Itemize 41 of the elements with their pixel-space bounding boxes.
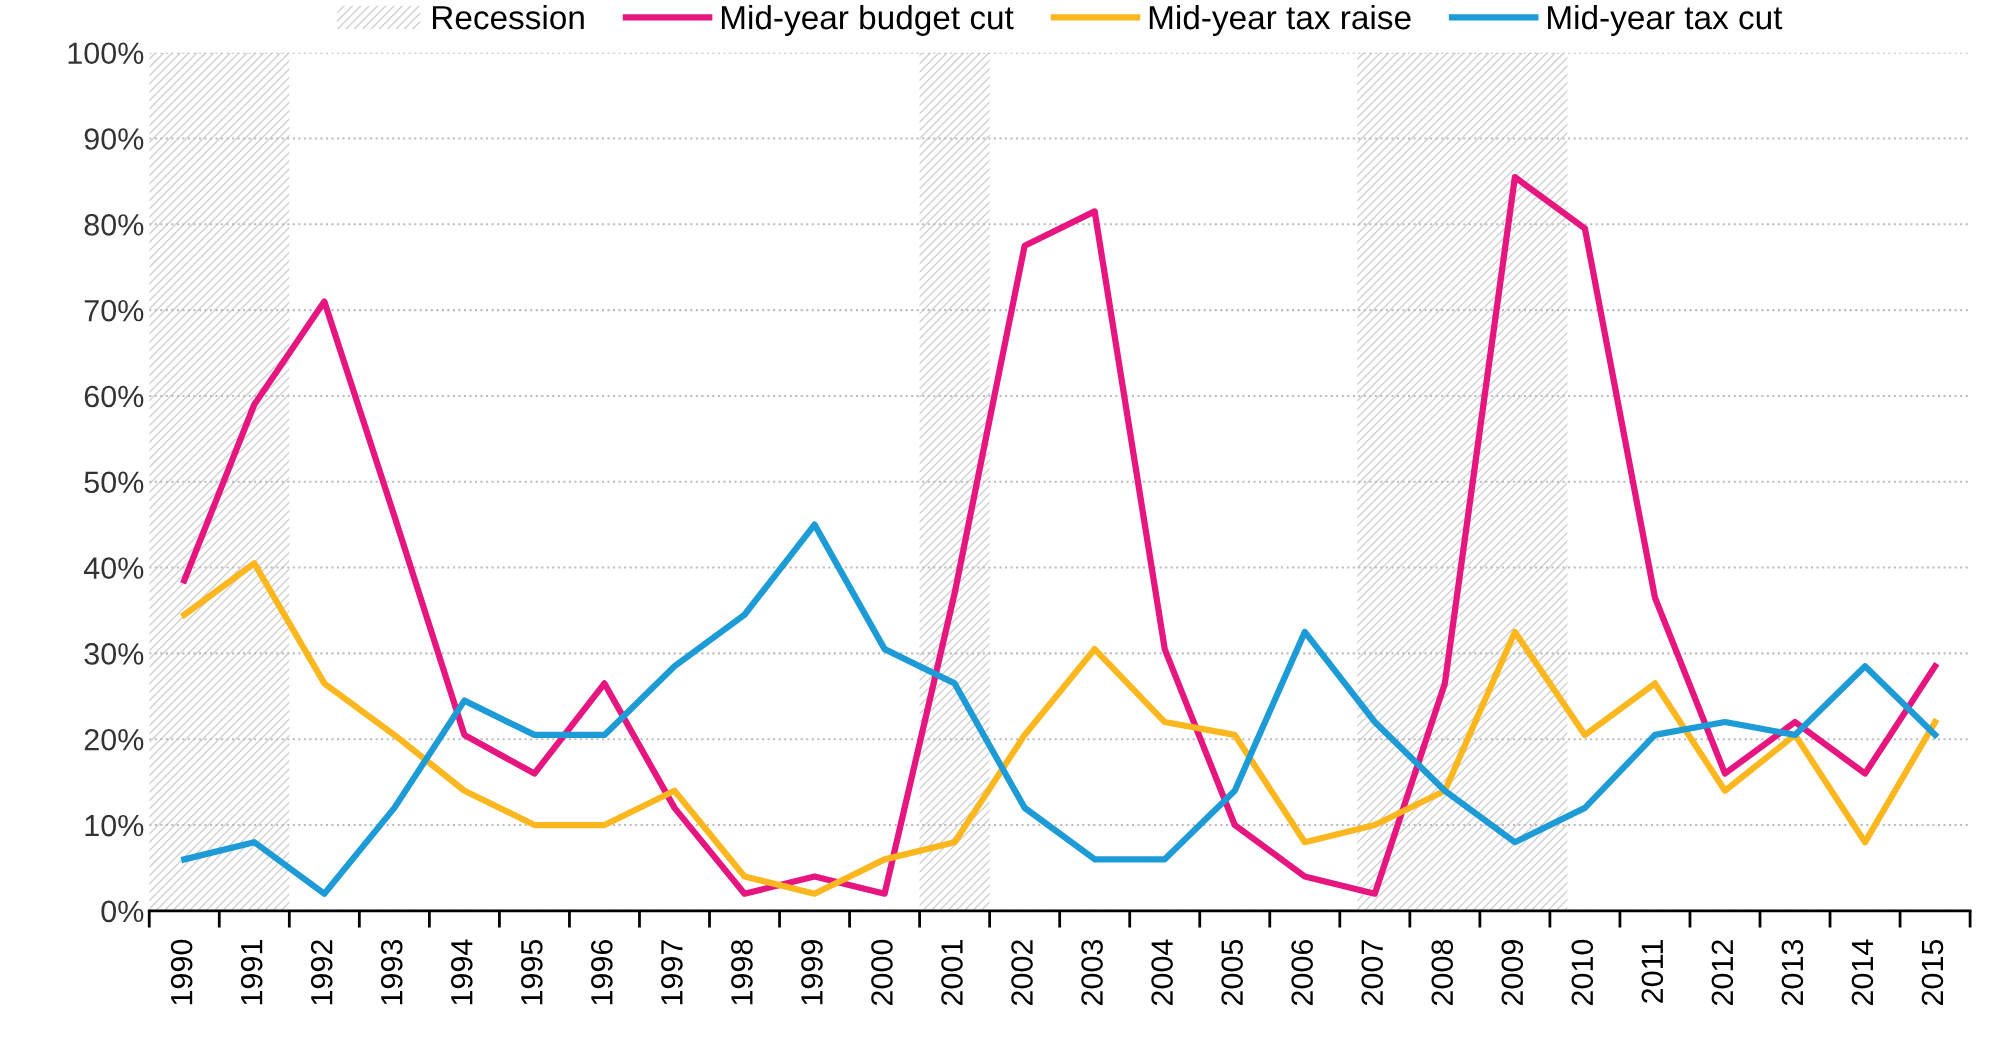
x-tick-label: 2012 [1711, 940, 1734, 1006]
legend-label: Mid-year tax raise [1149, 4, 1411, 36]
x-tick-label: 1991 [240, 940, 263, 1005]
x-tick-label: 1997 [661, 940, 683, 1005]
legend-label: Mid-year tax cut [1548, 4, 1783, 36]
x-tick-label: 2007 [1361, 940, 1384, 1006]
legend-label: Mid-year budget cut [721, 4, 1014, 36]
x-tick-label: 1990 [170, 939, 193, 1005]
y-tick-label: 30% [84, 643, 144, 665]
x-tick-label: 2006 [1291, 939, 1313, 1006]
x-tick-label: 1996 [591, 939, 613, 1005]
x-tick-label: 2009 [1501, 940, 1524, 1006]
y-tick-label: 60% [84, 385, 144, 408]
y-tick-label: 40% [83, 557, 144, 579]
y-tick-label: 0% [101, 900, 144, 923]
legend-label: Recession [432, 4, 584, 30]
x-tick-label: 1994 [450, 939, 473, 1005]
x-tick-label: 2010 [1571, 939, 1594, 1006]
x-tick-label: 2003 [1081, 939, 1103, 1006]
x-tick-label: 2014 [1851, 939, 1874, 1006]
x-tick-label: 2005 [1221, 939, 1243, 1006]
x-tick-label: 1995 [520, 939, 543, 1005]
y-tick-label: 80% [84, 214, 144, 236]
x-tick-label: 1999 [801, 940, 823, 1005]
y-tick-label: 70% [84, 299, 144, 322]
x-tick-label: 2004 [1151, 939, 1173, 1006]
x-tick-label: 2002 [1011, 940, 1033, 1006]
x-tick-label: 2015 [1921, 939, 1944, 1006]
x-tick-label: 1998 [731, 939, 753, 1005]
y-tick-label: 100% [68, 42, 144, 65]
y-tick-label: 90% [84, 128, 144, 150]
x-tick-label: 1993 [380, 939, 403, 1005]
y-tick-label: 10% [85, 814, 144, 837]
y-tick-label: 50% [84, 471, 144, 494]
x-tick-label: 2013 [1781, 939, 1804, 1006]
x-tick-label: 2011 [1641, 940, 1664, 1003]
x-tick-label: 2001 [941, 940, 963, 1006]
x-tick-label: 1992 [310, 940, 333, 1005]
x-tick-label: 2000 [871, 939, 893, 1006]
x-tick-label: 2008 [1431, 939, 1454, 1006]
y-tick-label: 20% [84, 728, 144, 751]
